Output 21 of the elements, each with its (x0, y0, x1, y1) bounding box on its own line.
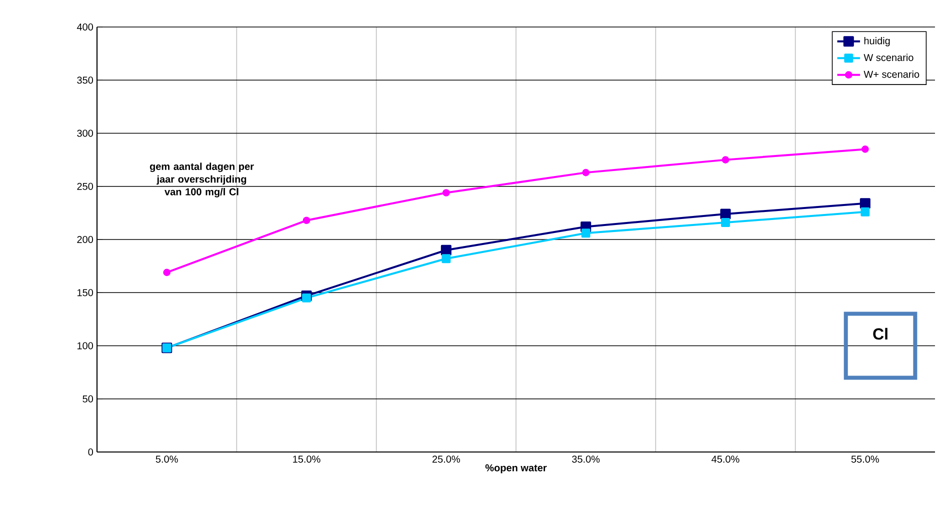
legend-label: W+ scenario (864, 70, 920, 78)
y-tick-label: 350 (77, 76, 94, 84)
y-tick-label: 50 (82, 395, 94, 402)
annotation: Cl (873, 328, 888, 340)
y-tick-label: 0 (88, 448, 94, 456)
x-tick-label: 45.0% (712, 456, 740, 463)
x-tick-label: 55.0% (851, 456, 879, 463)
legend-label: huidig (864, 36, 890, 46)
y-tick-label: 100 (77, 342, 94, 350)
x-tick-label: 15.0% (293, 456, 320, 463)
y-tick-label: 200 (77, 236, 94, 244)
y-tick-label: 250 (77, 182, 94, 190)
y-tick-label: 150 (77, 289, 94, 296)
x-axis-title: %open water (485, 464, 547, 474)
x-tick-label: 5.0% (156, 456, 178, 463)
legend-label: W scenario (864, 54, 914, 62)
x-tick-label: 25.0% (432, 456, 460, 463)
y-tick-label: 400 (76, 23, 94, 31)
annotation: gem aantal dagen per jaar overschrijding van 100 mg/l Cl (150, 162, 254, 198)
x-tick-label: 35.0% (572, 456, 600, 463)
y-tick-label: 300 (77, 130, 94, 137)
